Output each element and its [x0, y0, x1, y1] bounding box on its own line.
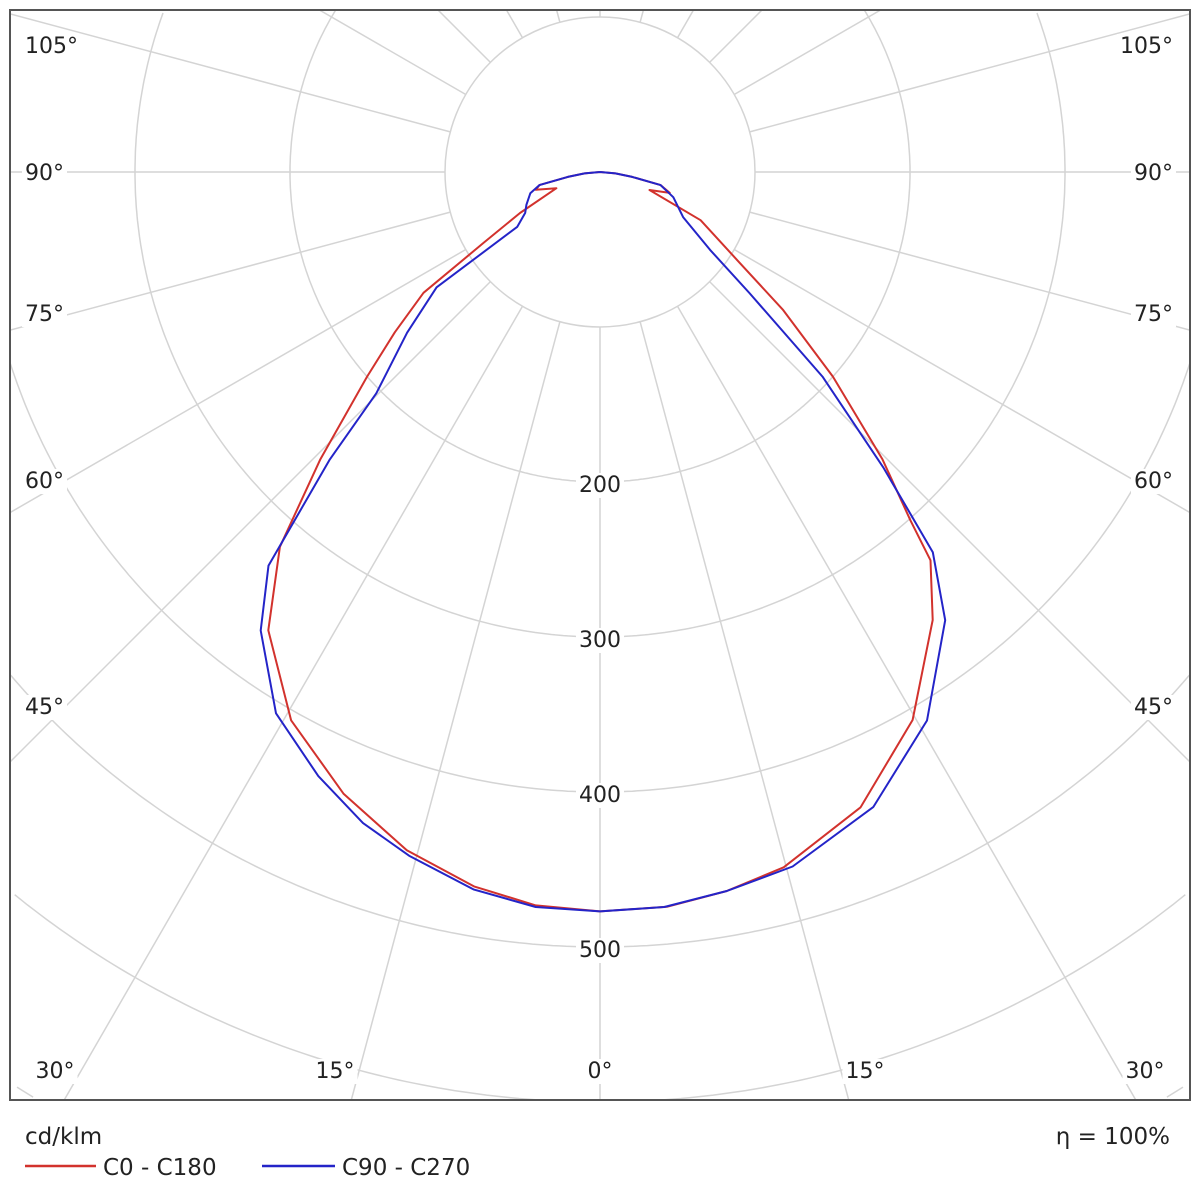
angle-label-bottom: 0° [588, 1059, 613, 1084]
polar-grid [10, 10, 1190, 1100]
label-background [576, 473, 624, 498]
angle-label-right: 75° [1134, 302, 1173, 327]
legend-label-c0-c180: C0 - C180 [103, 1155, 217, 1181]
label-background [22, 34, 81, 59]
label-background [312, 1059, 358, 1084]
label-background [1131, 161, 1176, 186]
radial-gridline [350, 321, 561, 1100]
radial-gridline [319, 10, 467, 96]
ring-gridline [600, 363, 1190, 793]
radial-gridline [676, 10, 695, 39]
angle-label-left: 105° [25, 34, 78, 59]
label-background [22, 469, 67, 494]
label-background [576, 783, 624, 808]
radial-gridline [749, 13, 1190, 133]
label-background [576, 628, 624, 653]
ring-gridline [600, 12, 1066, 638]
radial-tick-label: 200 [579, 473, 621, 498]
radial-gridline [733, 10, 881, 96]
radial-gridline [676, 305, 1137, 1100]
angle-label-bottom: 15° [846, 1059, 885, 1084]
ring-gridline [14, 894, 536, 1100]
label-background [22, 302, 67, 327]
radial-gridline [749, 211, 1190, 331]
radial-gridline [63, 305, 524, 1100]
radial-gridline [639, 10, 645, 23]
ring-gridline [10, 363, 600, 793]
angle-label-right: 90° [1134, 161, 1173, 186]
plot-frame [9, 9, 1191, 1101]
angle-label-right: 60° [1134, 469, 1173, 494]
label-background [1131, 302, 1176, 327]
ring-gridline [664, 894, 1186, 1100]
label-background [1122, 1059, 1168, 1084]
angle-label-left: 90° [25, 161, 64, 186]
radial-gridline [505, 10, 524, 39]
label-background [1131, 469, 1176, 494]
angle-label-left: 45° [25, 695, 64, 720]
label-background [584, 1059, 616, 1084]
radial-gridline [555, 10, 561, 23]
legend-label-c90-c270: C90 - C270 [342, 1155, 470, 1181]
radial-tick-label: 300 [579, 628, 621, 653]
label-background [1131, 695, 1176, 720]
angle-label-bottom: 30° [36, 1059, 75, 1084]
angle-label-bottom: 30° [1126, 1059, 1165, 1084]
axis-labels: 105° 90° 75° 60° 45° 105° 90° 75° 60° 45° 30° 15° 0°… [22, 34, 1176, 1084]
angle-label-right: 45° [1134, 695, 1173, 720]
ring-gridline [289, 10, 600, 483]
label-background [32, 1059, 78, 1084]
ring-gridline [1166, 1086, 1184, 1098]
radial-gridline [10, 248, 467, 514]
angle-label-right: 105° [1120, 34, 1173, 59]
radial-gridline [709, 10, 763, 63]
label-background [22, 161, 67, 186]
angle-label-left: 60° [25, 469, 64, 494]
radial-tick-label: 400 [579, 783, 621, 808]
radial-gridline [709, 281, 1190, 763]
ring-gridline [600, 10, 911, 483]
label-background [22, 695, 67, 720]
ring-gridline [10, 674, 600, 948]
intensity-curves [259, 171, 947, 913]
ring-gridline [134, 12, 600, 638]
angle-label-bottom: 15° [316, 1059, 355, 1084]
radial-gridline [10, 13, 451, 133]
radial-gridline [639, 321, 850, 1100]
radial-gridline [10, 281, 491, 763]
series-curve-c90-c270 [259, 171, 947, 913]
ring-gridline [600, 674, 1190, 948]
radial-gridline [10, 211, 451, 331]
radial-gridline [733, 248, 1190, 514]
radial-gridline [437, 10, 491, 63]
efficiency-label: η = 100% [1056, 1124, 1170, 1150]
label-background [1117, 34, 1176, 59]
unit-label: cd/klm [25, 1124, 102, 1150]
label-background [576, 938, 624, 963]
label-background [842, 1059, 888, 1084]
angle-label-left: 75° [25, 302, 64, 327]
radial-tick-label: 500 [579, 938, 621, 963]
ring-gridline [16, 1086, 34, 1098]
